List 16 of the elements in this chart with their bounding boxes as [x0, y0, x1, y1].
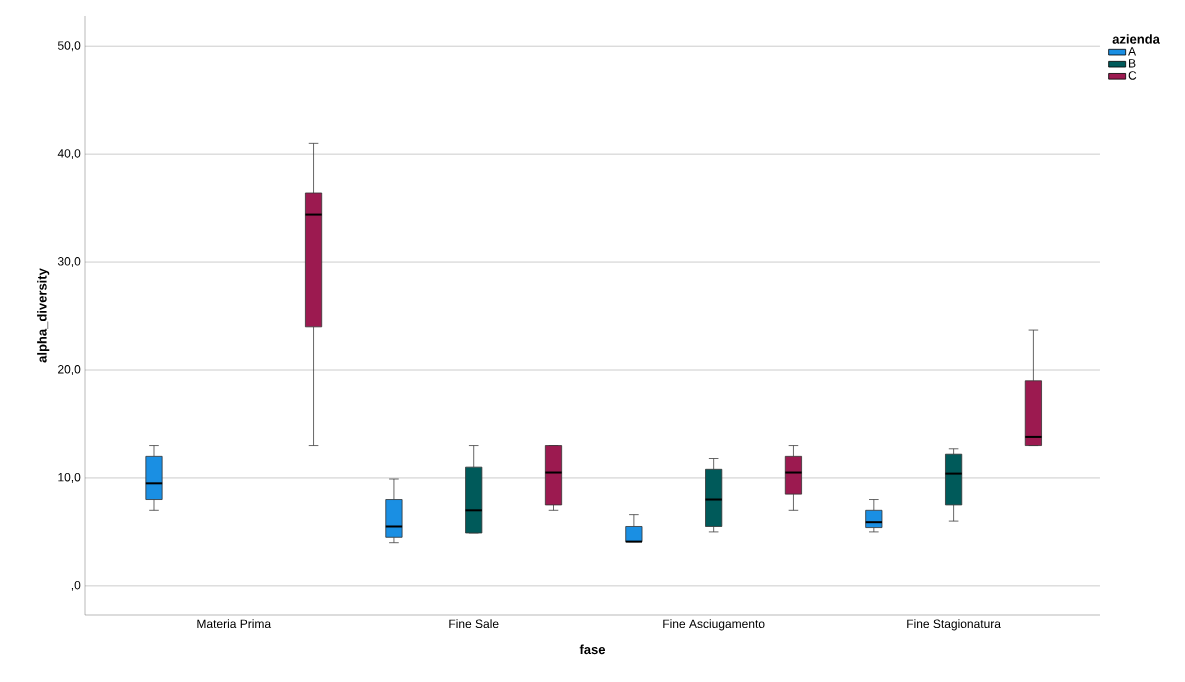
y-tick-label: ,0: [71, 580, 81, 591]
x-tick-label: Materia Prima: [197, 619, 272, 629]
legend-label: B: [1129, 59, 1136, 68]
legend-label: C: [1128, 71, 1137, 80]
x-tick-label: Fine Sale: [449, 619, 499, 629]
y-tick-label: 30,0: [57, 257, 81, 268]
y-tick-label: 50,0: [57, 41, 81, 52]
y-tick-label: 40,0: [57, 149, 81, 160]
y-tick-label: 20,0: [58, 365, 81, 375]
legend-title: azienda: [1112, 34, 1160, 44]
legend-label: A: [1128, 47, 1137, 56]
y-tick-label: 10,0: [58, 472, 81, 483]
y-axis-title: alpha_diversity: [37, 268, 50, 363]
x-axis-title: fase: [579, 644, 606, 655]
x-tick-label: Fine Stagionatura: [907, 619, 1001, 631]
x-tick-label: Fine Asciugamento: [663, 619, 765, 631]
